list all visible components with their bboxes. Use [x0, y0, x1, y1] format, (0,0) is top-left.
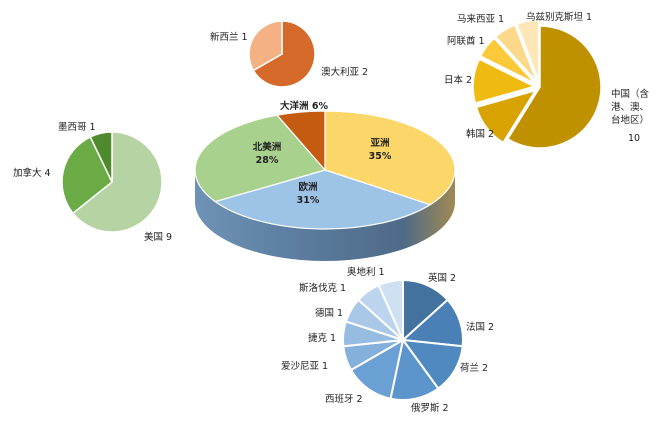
- north-america-slice-1: [61, 135, 113, 215]
- label-usa: 美国 9: [144, 231, 172, 243]
- label-estonia: 爱沙尼亚 1: [281, 360, 328, 372]
- label-oceania: 大洋洲 6%: [280, 100, 328, 112]
- label-spain: 西班牙 2: [325, 393, 363, 405]
- north-america-pie: 美国 9 加拿大 4 墨西哥 1: [13, 122, 172, 243]
- label-china: 中国（含港、澳、台地区）: [611, 88, 650, 126]
- label-slovakia: 斯洛伐克 1: [299, 282, 346, 294]
- label-malaysia: 马来西亚 1: [457, 14, 504, 25]
- label-russia: 俄罗斯 2: [411, 402, 449, 414]
- label-uzbekistan: 乌兹别克斯坦 1: [526, 11, 592, 23]
- pie-side-wall: [195, 170, 455, 261]
- asia-pie: 中国（含港、澳、台地区） 10 韩国 2 日本 2 阿联酋 1 马来西亚 1 乌兹别克斯坦 …: [444, 11, 650, 149]
- label-france: 法国 2: [466, 321, 494, 333]
- oceania-pie: 澳大利亚 2 新西兰 1: [210, 20, 368, 88]
- label-netherlands: 荷兰 2: [460, 362, 488, 374]
- label-north-america: 北美洲 28%: [253, 141, 282, 166]
- europe-slice-9: [377, 278, 404, 341]
- asia-slice-4: [494, 24, 538, 83]
- label-europe: 欧洲 31%: [297, 181, 320, 206]
- asia-slice-0: [506, 25, 602, 149]
- asia-slice-3: [479, 37, 536, 85]
- label-canada: 加拿大 4: [13, 167, 51, 179]
- continents-slice-1: [213, 169, 432, 230]
- label-germany: 德国 1: [315, 307, 343, 319]
- label-asia: 亚洲 35%: [369, 138, 392, 162]
- oceania-slice-1: [248, 20, 283, 72]
- continent-pie: 亚洲 35% 欧洲 31% 北美洲 28% 大洋洲 6%: [194, 100, 456, 261]
- asia-slice-2: [472, 58, 537, 105]
- label-new-zealand: 新西兰 1: [210, 31, 248, 43]
- north-america-slice-2: [89, 131, 113, 183]
- label-japan: 日本 2: [444, 74, 472, 86]
- asia-slice-1: [475, 89, 537, 144]
- north-america-slice-0: [71, 131, 163, 233]
- continents-slice-0: [324, 110, 456, 206]
- asia-slice-5: [515, 19, 540, 82]
- label-australia: 澳大利亚 2: [321, 66, 368, 78]
- label-czech: 捷克 1: [308, 332, 336, 344]
- oceania-slice-0: [252, 20, 316, 88]
- continents-slice-3: [275, 110, 326, 172]
- label-china-value: 10: [628, 133, 640, 144]
- europe-pie: 英国 2 法国 2 荷兰 2 俄罗斯 2 西班牙 2 爱沙尼亚 1 捷克 1 德国 1 斯洛伐克…: [281, 266, 494, 414]
- label-austria: 奥地利 1: [347, 266, 385, 278]
- label-uk: 英国 2: [428, 272, 456, 284]
- continents-slice-2: [194, 114, 327, 203]
- label-korea: 韩国 2: [466, 128, 494, 140]
- label-uae: 阿联酋 1: [447, 35, 485, 47]
- label-mexico: 墨西哥 1: [58, 122, 96, 133]
